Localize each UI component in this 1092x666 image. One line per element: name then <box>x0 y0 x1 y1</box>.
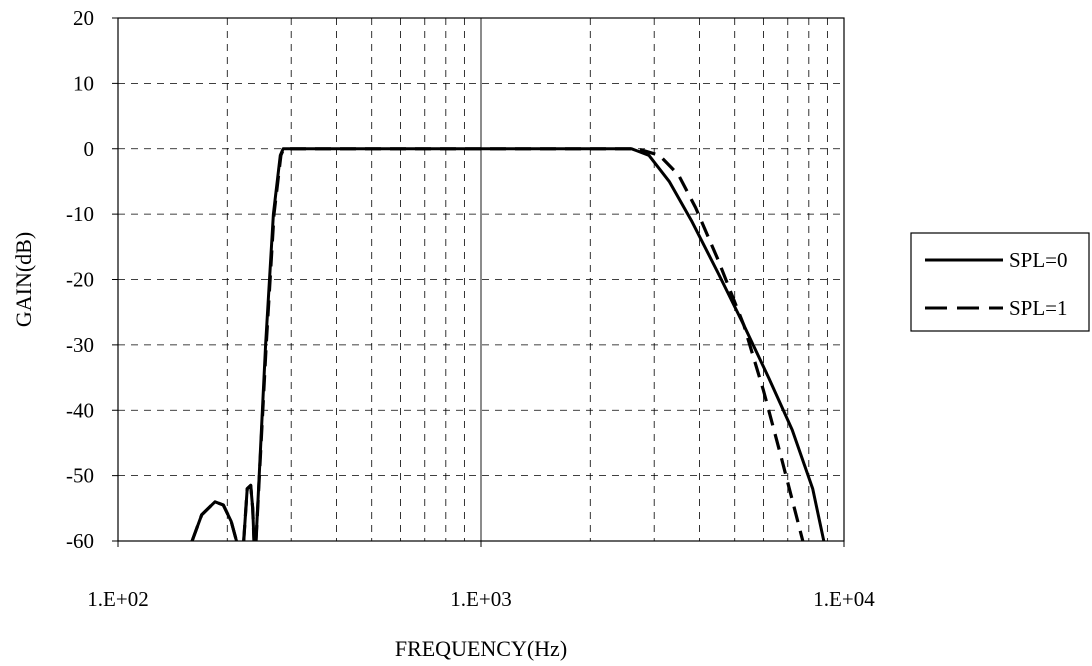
y-tick-label: -30 <box>66 333 94 357</box>
x-axis-title: FREQUENCY(Hz) <box>395 636 567 661</box>
tick-labels: 20 10 0 -10 -20 -30 -40 -50 -60 1.E+02 1.E+03 1.E+0… <box>66 6 875 611</box>
y-tick-label: 20 <box>73 6 94 30</box>
x-tick-label: 1.E+02 <box>87 587 148 611</box>
grid <box>118 18 844 541</box>
y-tick-label: 10 <box>73 71 94 95</box>
x-tick-label: 1.E+04 <box>813 587 875 611</box>
legend-box <box>910 232 1090 332</box>
y-tick-label: -60 <box>66 529 94 553</box>
x-tick-label: 1.E+03 <box>450 587 511 611</box>
legend-label: SPL=1 <box>1009 296 1068 320</box>
y-tick-label: -20 <box>66 268 94 292</box>
y-tick-label: -50 <box>66 464 94 488</box>
y-tick-label: 0 <box>84 137 95 161</box>
y-axis-title: GAIN(dB) <box>11 232 36 327</box>
legend-label: SPL=0 <box>1009 248 1068 272</box>
series-layer <box>190 147 826 542</box>
y-tick-label: -40 <box>66 398 94 422</box>
series-line-spl-1 <box>190 147 805 542</box>
legend: SPL=0 SPL=1 <box>910 232 1090 332</box>
y-tick-label: -10 <box>66 202 94 226</box>
